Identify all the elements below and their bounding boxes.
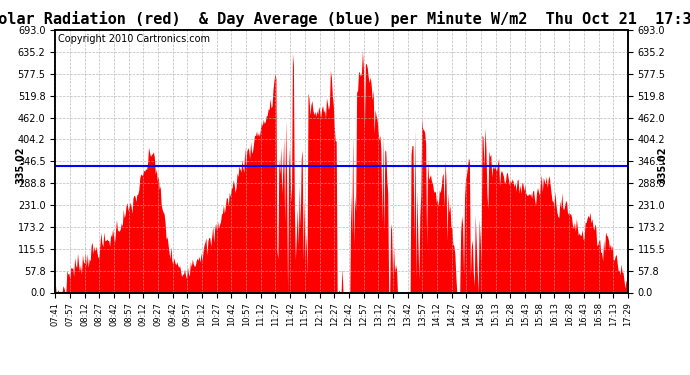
Text: Copyright 2010 Cartronics.com: Copyright 2010 Cartronics.com: [58, 34, 210, 44]
Text: 335.02: 335.02: [16, 147, 26, 184]
Text: Solar Radiation (red)  & Day Average (blue) per Minute W/m2  Thu Oct 21  17:33: Solar Radiation (red) & Day Average (blu…: [0, 11, 690, 27]
Text: 335.02: 335.02: [658, 147, 667, 184]
